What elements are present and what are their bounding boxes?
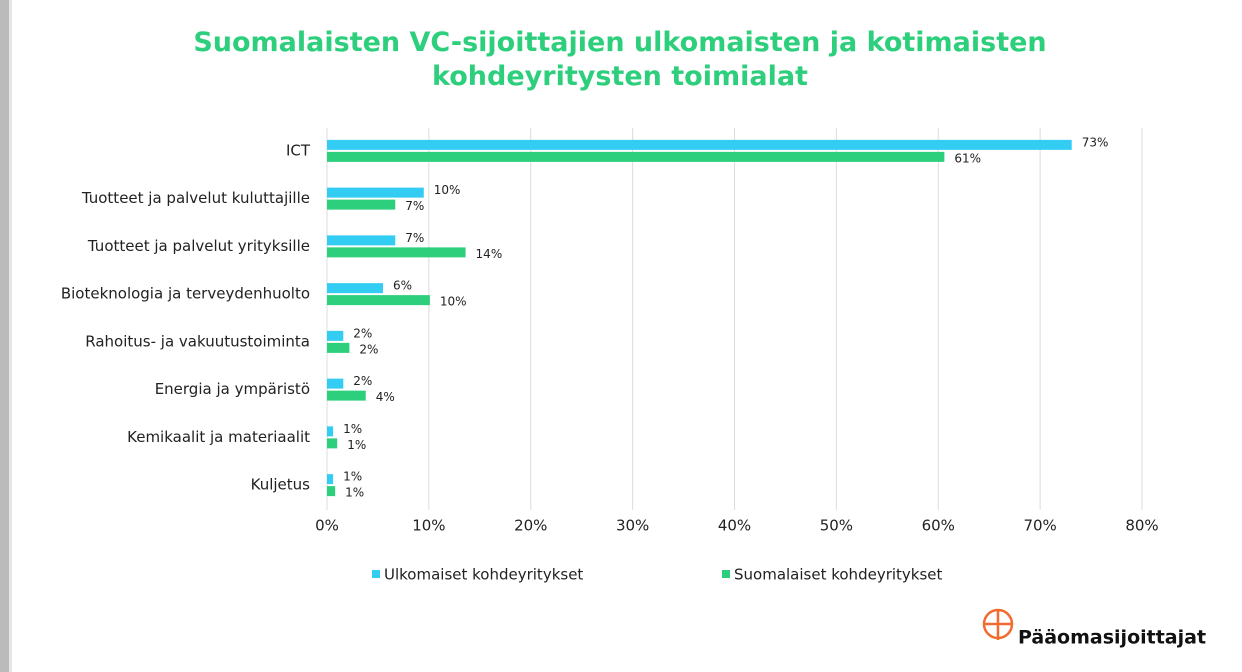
bar [327, 342, 350, 353]
bar [327, 247, 466, 258]
logo-text: Pääomasijoittajat [1018, 627, 1206, 649]
x-tick-label: 40% [718, 517, 751, 535]
y-tick-label: Bioteknologia ja terveydenhuolto [61, 285, 310, 303]
value-label: 7% [405, 231, 424, 245]
value-label: 2% [359, 342, 378, 356]
value-label: 1% [343, 470, 362, 484]
x-tick-label: 30% [616, 517, 649, 535]
x-tick-label: 20% [514, 517, 547, 535]
logo: Pääomasijoittajat [982, 608, 1206, 649]
value-label: 1% [343, 422, 362, 436]
value-label: 4% [376, 390, 395, 404]
y-tick-label: Kemikaalit ja materiaalit [127, 428, 310, 446]
chart-title: Suomalaisten VC-sijoittajien ulkomaisten… [193, 27, 1047, 92]
bar [327, 486, 336, 497]
y-tick-label: Tuotteet ja palvelut kuluttajille [81, 189, 310, 207]
bar [327, 151, 945, 162]
value-label: 6% [393, 279, 412, 293]
value-label: 10% [440, 295, 467, 309]
bar [327, 295, 430, 306]
y-tick-label: Energia ja ympäristö [155, 380, 310, 398]
value-label: 73% [1082, 135, 1109, 149]
bar [327, 187, 424, 198]
value-label: 14% [476, 247, 503, 261]
bar [327, 330, 344, 341]
bar [327, 438, 338, 449]
x-tick-label: 60% [922, 517, 955, 535]
y-tick-label: Rahoitus- ja vakuutustoiminta [85, 332, 310, 350]
bar [327, 474, 334, 485]
bar [327, 390, 366, 401]
value-label: 2% [353, 326, 372, 340]
x-tick-label: 10% [412, 517, 445, 535]
legend-swatch [372, 570, 380, 578]
value-label: 2% [353, 374, 372, 388]
x-tick-label: 70% [1023, 517, 1056, 535]
x-tick-label: 80% [1125, 517, 1158, 535]
left-edge [0, 0, 9, 672]
bar [327, 199, 396, 210]
legend-label: Suomalaiset kohdeyritykset [734, 566, 943, 584]
x-tick-label: 0% [315, 517, 339, 535]
value-label: 7% [405, 199, 424, 213]
legend-swatch [722, 570, 730, 578]
value-label: 10% [434, 183, 461, 197]
value-label: 1% [345, 486, 364, 500]
bar [327, 235, 396, 246]
x-tick-label: 50% [820, 517, 853, 535]
bar [327, 283, 384, 294]
legend-label: Ulkomaiset kohdeyritykset [384, 566, 583, 584]
y-tick-label: Tuotteet ja palvelut yrityksille [87, 237, 310, 255]
y-tick-label: Kuljetus [251, 476, 311, 494]
value-label: 1% [347, 438, 366, 452]
bar [327, 139, 1072, 150]
bar [327, 378, 344, 389]
y-tick-label: ICT [286, 141, 311, 159]
bar [327, 426, 334, 437]
left-shadow [9, 0, 12, 672]
value-label: 61% [954, 151, 981, 165]
